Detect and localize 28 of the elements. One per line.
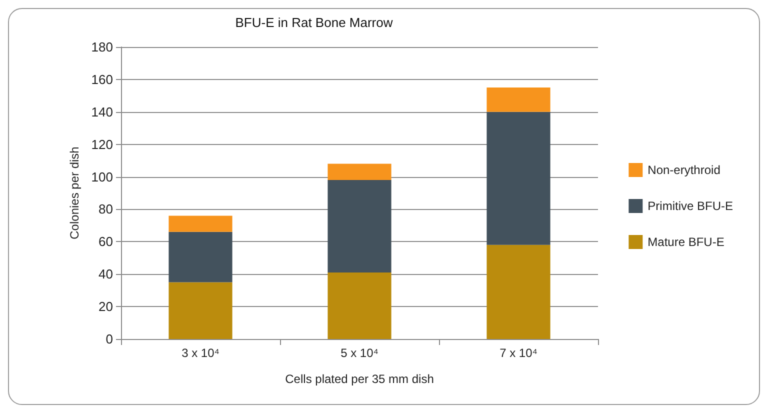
y-tick-label: 120 — [91, 136, 113, 152]
x-axis-title: Cells plated per 35 mm dish — [285, 372, 434, 386]
legend-label: Mature BFU-E — [648, 235, 724, 249]
bar — [168, 216, 232, 232]
legend-label: Primitive BFU-E — [648, 199, 734, 213]
bar — [328, 272, 392, 339]
bar — [168, 282, 232, 339]
y-tick-label: 180 — [91, 40, 113, 54]
x-tick-label: 5 x 10⁴ — [340, 346, 378, 360]
y-tick-label: 80 — [98, 202, 113, 217]
bar — [168, 232, 232, 282]
chart-title: BFU-E in Rat Bone Marrow — [235, 15, 394, 30]
y-tick-label: 60 — [98, 234, 113, 250]
y-tick-label: 160 — [91, 72, 113, 87]
y-tick-label: 20 — [98, 299, 113, 314]
x-tick-label: 3 x 10⁴ — [182, 346, 220, 360]
y-tick-label: 140 — [91, 104, 113, 120]
bar — [328, 180, 392, 272]
y-tick-label: 100 — [91, 169, 113, 184]
legend-label: Non-erythroid — [648, 163, 720, 177]
y-tick-label: 40 — [98, 266, 113, 282]
bar — [486, 112, 550, 245]
bar — [486, 88, 550, 112]
y-axis-title: Colonies per dish — [67, 146, 82, 240]
y-tick-label: 0 — [106, 332, 113, 346]
bar — [328, 164, 392, 180]
bar — [486, 244, 550, 339]
x-tick-label: 7 x 10⁴ — [500, 346, 538, 360]
